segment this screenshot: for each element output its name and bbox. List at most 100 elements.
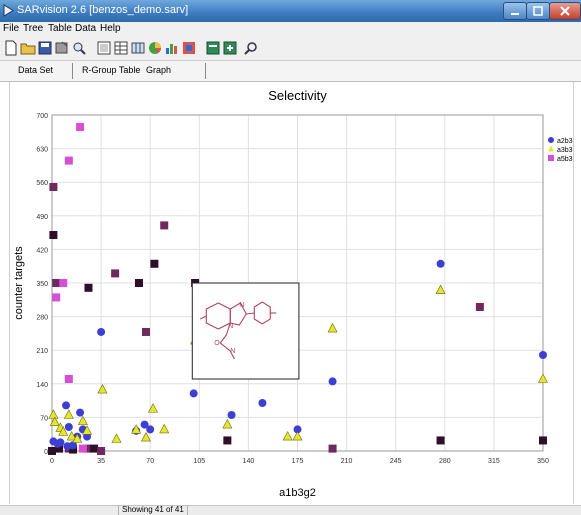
data-point-triangle xyxy=(538,373,548,383)
structure-atom: N xyxy=(239,302,244,309)
menu-file[interactable]: File xyxy=(3,23,20,34)
export-icon[interactable] xyxy=(54,40,70,56)
data-point-triangle xyxy=(131,424,142,434)
view-icon[interactable] xyxy=(96,40,112,56)
structure-bond xyxy=(200,315,207,320)
x-tick-label: 315 xyxy=(488,458,500,465)
find-icon[interactable] xyxy=(243,40,259,56)
data-point-triangle xyxy=(435,284,446,294)
data-point-square-dark xyxy=(160,221,169,230)
data-point-square-dark xyxy=(90,444,99,453)
tab-r-group-table[interactable]: R-Group Table xyxy=(82,65,141,75)
data-point-square-dark xyxy=(52,279,61,287)
data-point-circle xyxy=(189,389,198,398)
data-point-square xyxy=(52,293,61,302)
title-bar: SARvision 2.6 [benzos_demo.sarv] xyxy=(0,0,581,22)
tab-graph[interactable]: Graph xyxy=(146,65,172,75)
y-tick-label: 0 xyxy=(44,449,48,456)
menu-data[interactable]: Data xyxy=(75,23,97,34)
menu-bar: File Tree Table Data Help xyxy=(0,22,581,37)
data-point-square-dark xyxy=(539,436,547,445)
data-point-triangle xyxy=(66,430,77,441)
x-tick-label: 210 xyxy=(341,458,353,465)
menu-help[interactable]: Help xyxy=(100,23,121,34)
close-button[interactable] xyxy=(549,2,581,20)
y-tick-label: 420 xyxy=(36,247,48,254)
y-tick-label: 490 xyxy=(36,214,48,221)
close-icon xyxy=(560,6,570,16)
data-point-square xyxy=(76,123,85,131)
data-point-triangle xyxy=(48,409,59,419)
data-point-square-dark xyxy=(83,444,92,453)
data-point-square-dark xyxy=(49,231,58,239)
scatter-icon[interactable] xyxy=(181,40,197,56)
report-icon[interactable] xyxy=(205,40,221,56)
y-tick-label: 280 xyxy=(36,315,48,322)
maximize-button[interactable] xyxy=(526,2,550,20)
chart-title: Selectivity xyxy=(268,88,327,103)
data-point-circle xyxy=(97,327,106,336)
data-point-square-dark xyxy=(69,445,78,454)
structure-bond xyxy=(219,322,235,360)
minimize-button[interactable] xyxy=(503,2,527,20)
data-point-square-dark xyxy=(55,444,64,453)
new-file-icon[interactable] xyxy=(3,40,19,56)
x-tick-label: 35 xyxy=(97,458,105,465)
data-point-circle xyxy=(62,401,71,410)
table-icon[interactable] xyxy=(113,40,129,56)
data-point-square xyxy=(78,444,87,453)
data-point-triangle xyxy=(49,416,60,427)
x-tick-label: 140 xyxy=(243,458,255,465)
data-point-square-dark xyxy=(97,447,106,455)
scatter-chart[interactable]: Selectivity 0 35 70 105 140 175 210 245 280 315 350… xyxy=(10,82,580,504)
pie-chart-icon[interactable] xyxy=(147,40,163,56)
data-point-square xyxy=(64,375,73,383)
open-folder-icon[interactable] xyxy=(20,40,36,56)
structure-atom: N xyxy=(230,348,235,355)
data-point-circle xyxy=(140,420,149,429)
x-tick-label: 0 xyxy=(50,458,54,465)
y-tick-label: 140 xyxy=(36,382,48,389)
x-tick-label: 245 xyxy=(390,458,402,465)
data-point-square xyxy=(59,279,68,287)
structure-atom: N xyxy=(228,323,233,330)
x-tick-label: 350 xyxy=(537,458,549,465)
data-point-triangle xyxy=(63,409,74,419)
bar-chart-icon[interactable] xyxy=(164,40,180,56)
data-point-triangle xyxy=(222,418,233,429)
x-tick-label: 70 xyxy=(146,458,154,465)
search-icon[interactable] xyxy=(71,40,87,56)
grid-icon[interactable] xyxy=(130,40,146,56)
data-point-circle xyxy=(64,423,73,431)
data-point-circle xyxy=(146,425,155,434)
data-point-square-dark xyxy=(141,327,150,336)
app-logo-icon xyxy=(3,4,14,17)
chart-panel: Selectivity 0 35 70 105 140 175 210 245 280 315 350… xyxy=(9,82,580,504)
data-point-triangle xyxy=(58,426,69,436)
structure-ring xyxy=(253,301,271,325)
data-point-square-dark xyxy=(48,447,56,455)
tab-data-set[interactable]: Data Set xyxy=(18,65,54,75)
data-point-square-dark xyxy=(134,279,143,287)
data-point-circle xyxy=(69,441,78,450)
structure-bond xyxy=(246,312,255,315)
window-title: SARvision 2.6 [benzos_demo.sarv] xyxy=(17,4,189,16)
data-point-triangle xyxy=(111,433,122,443)
data-point-square-dark xyxy=(150,259,159,268)
legend-label: a2b3g2 xyxy=(557,138,573,145)
data-point-triangle xyxy=(292,430,303,441)
legend-marker-triangle xyxy=(548,145,554,152)
structure-ring xyxy=(229,302,247,326)
structure-atom: O xyxy=(214,340,220,347)
data-point-square-dark xyxy=(328,444,337,453)
data-point-circle xyxy=(76,408,85,417)
y-tick-label: 630 xyxy=(36,147,48,154)
menu-tree[interactable]: Tree xyxy=(23,23,44,34)
x-tick-label: 280 xyxy=(439,458,451,465)
table-export-icon[interactable] xyxy=(222,40,238,56)
y-tick-label: 210 xyxy=(36,348,48,355)
data-point-triangle xyxy=(97,383,108,394)
menu-table[interactable]: Table xyxy=(48,23,72,34)
legend-marker-circle xyxy=(548,137,554,143)
save-icon[interactable] xyxy=(37,40,53,56)
